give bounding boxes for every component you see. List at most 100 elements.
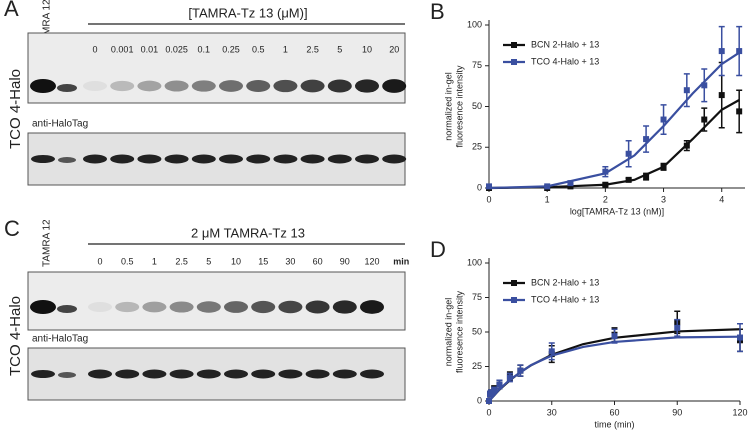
y-axis-label: fluoresence intensity [454,290,464,373]
band [224,301,248,313]
band [191,80,216,92]
band [83,154,107,164]
x-tick-label: 90 [672,407,682,417]
band [300,154,325,164]
data-point [517,367,524,374]
band [191,154,216,164]
x-tick-label: 3 [661,194,666,204]
lane-label: 0.01 [141,44,159,54]
data-point [718,48,725,55]
band [305,369,330,379]
lane-label: 0.1 [198,44,211,54]
data-point [491,386,498,393]
fluorescence-gel [27,32,406,104]
band [327,79,352,93]
band [219,154,243,164]
panel-letter: B [430,0,445,24]
band [196,301,221,313]
y-axis-label: fluoresence intensity [454,65,464,148]
y-tick-label: 75 [472,60,482,70]
data-point [544,183,551,190]
band [142,301,167,313]
data-point [737,334,743,341]
x-tick-label: 120 [732,407,747,417]
band [327,154,352,164]
lane-label: 60 [313,256,323,266]
blot-label: anti-HaloTag [32,334,88,345]
band [57,84,77,92]
lane-label: 5 [337,44,342,54]
data-point [611,333,618,340]
data-point [660,116,667,123]
lane-label: 30 [285,256,295,266]
band [58,157,76,163]
y-tick-label: 0 [477,395,482,405]
lane-label: 2.5 [175,256,188,266]
data-point [567,180,574,187]
data-point [718,92,725,99]
data-point [674,324,681,331]
band [30,300,56,314]
gel-header: [TAMRA-Tz 13 (μM)] [188,5,307,20]
marker-label: TAMRA 12 [42,219,53,267]
band [355,79,379,93]
lane-label: 1 [152,256,157,266]
data-point [567,183,574,190]
band [142,369,167,379]
lane-label: 0.025 [165,44,188,54]
lane-label: 90 [340,256,350,266]
data-point [488,389,495,396]
band [360,300,384,314]
band [137,80,162,92]
band [332,300,357,314]
band [169,369,194,379]
band [219,80,243,92]
legend-label: BCN 2-Halo + 13 [531,39,599,49]
x-tick-label: 2 [603,194,608,204]
lane-label: 10 [231,256,241,266]
band [58,372,76,378]
x-tick-label: 60 [609,407,619,417]
legend-marker [511,59,517,65]
band [332,369,357,379]
unit-label: min [393,256,409,266]
band [110,80,135,92]
blot-label: anti-HaloTag [32,119,88,130]
lane-label: 0.25 [222,44,240,54]
y-tick-label: 100 [467,257,482,267]
band [278,369,303,379]
data-point [701,116,708,123]
band [115,301,140,313]
gel-header: 2 μM TAMRA-Tz 13 [191,225,305,240]
fit-curve [488,335,741,402]
lane-label: 2.5 [306,44,319,54]
fit-curve [488,99,740,190]
panel-letter: C [4,216,20,241]
band [57,305,77,313]
data-point [602,181,609,188]
gel-side-label: TCO 4-Halo [7,69,24,149]
band [31,370,55,378]
y-axis-label: normalized in-gel [443,298,453,367]
band [88,369,112,379]
y-tick-label: 50 [472,101,482,111]
band [382,79,407,93]
x-tick-label: 1 [545,194,550,204]
lane-label: 15 [258,256,268,266]
legend-label: BCN 2-Halo + 13 [531,277,599,287]
lane-label: 0.5 [121,256,134,266]
band [278,300,303,314]
lane-label: 120 [364,256,379,266]
data-point [736,48,743,55]
legend-marker [511,42,517,48]
x-tick-label: 0 [486,194,491,204]
band [246,154,271,164]
data-point [660,163,667,170]
y-tick-label: 75 [472,292,482,302]
band [137,154,162,164]
band [31,155,55,163]
y-tick-label: 25 [472,142,482,152]
band [300,79,325,93]
y-tick-label: 25 [472,361,482,371]
x-tick-label: 30 [547,407,557,417]
